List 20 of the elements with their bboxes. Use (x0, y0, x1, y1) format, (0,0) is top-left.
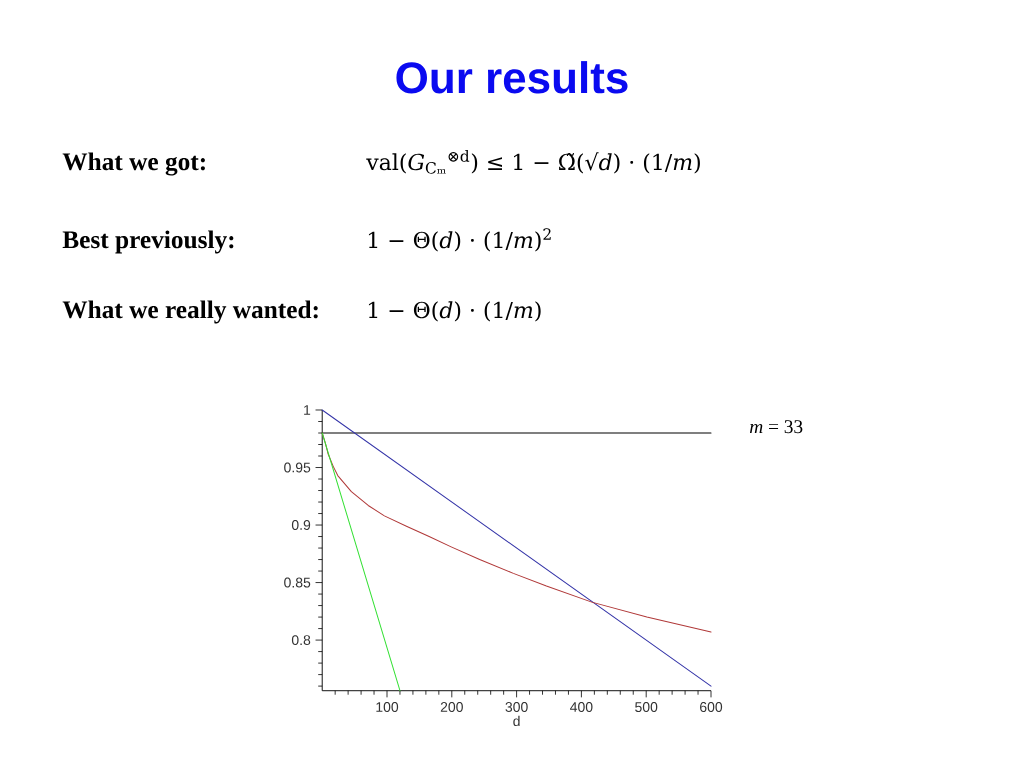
text: What we really wanted: (62, 300, 318, 324)
x-tick-label: 500 (635, 702, 658, 712)
text: val(G$_{Cₘ}$$^{⊗d}$) ≤ 1 − Ω̃(√d) · (1/m) (366, 149, 700, 174)
y-tick-label: 0.8 (291, 635, 311, 646)
x-tick-label: 400 (570, 702, 593, 712)
x-tick-label: 100 (376, 702, 399, 712)
x-tick-label: 600 (700, 702, 723, 712)
x-tick-label: 300 (505, 702, 528, 712)
chart-title: Our results (396, 61, 628, 94)
y-tick-label: 0.9 (291, 520, 311, 531)
x-axis-title: d (513, 715, 520, 727)
text: m = 33 (749, 420, 803, 434)
text: Best previously: (62, 230, 234, 254)
text: 1 − Θ(d) · (1/m) (368, 301, 541, 322)
x-tick-label: 200 (440, 702, 463, 712)
text: 1 − Θ(d) · (1/m)$^{2}$ (368, 228, 551, 252)
y-tick-label: 0.95 (284, 462, 311, 473)
y-tick-label: 0.85 (284, 577, 311, 588)
y-tick-label: 1 (304, 405, 311, 415)
text: What we got: (62, 152, 205, 176)
